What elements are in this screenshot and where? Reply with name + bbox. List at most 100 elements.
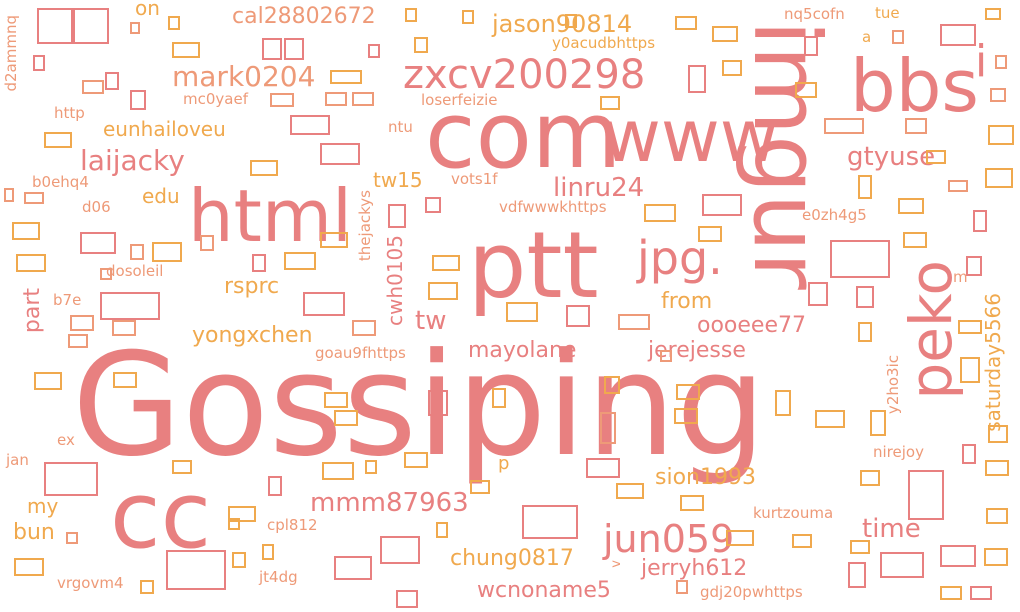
word-p: p (498, 453, 510, 474)
word-vdfwwwkhttps: vdfwwwkhttps (499, 198, 607, 216)
glyph-box (112, 320, 136, 336)
word-www: www (602, 94, 779, 178)
glyph-box (82, 80, 104, 94)
glyph-box (680, 495, 704, 511)
word-loserfeizie: loserfeizie (421, 91, 498, 109)
glyph-box (600, 412, 616, 444)
glyph-box (388, 204, 406, 228)
glyph-box (140, 580, 154, 594)
glyph-box (948, 180, 968, 192)
word-d06: d06 (82, 198, 111, 216)
word-tue: tue (875, 4, 900, 22)
glyph-box (712, 26, 738, 42)
glyph-box (962, 444, 976, 464)
glyph-box (908, 470, 944, 520)
glyph-box (80, 232, 116, 254)
glyph-box (166, 550, 226, 590)
glyph-box (795, 82, 817, 98)
word-gtyuse: gtyuse (847, 142, 936, 172)
word-nq5cofn: nq5cofn (784, 5, 845, 23)
word-jpg: jpg. (637, 231, 723, 285)
word-rsprc: rsprc (224, 274, 280, 299)
word-peko: peko (897, 260, 965, 400)
word-i: i (975, 36, 988, 87)
word-kurtzouma: kurtzouma (753, 504, 834, 522)
glyph-box (660, 350, 672, 362)
glyph-box (990, 88, 1006, 102)
glyph-box (775, 390, 791, 416)
glyph-box (726, 530, 754, 546)
word-part: part (20, 288, 45, 334)
word-e0zh4g5: e0zh4g5 (802, 206, 867, 224)
glyph-box (320, 232, 348, 248)
word-sion1993: sion1993 (655, 465, 756, 490)
glyph-box (322, 462, 354, 480)
glyph-box (113, 372, 137, 388)
glyph-box (303, 292, 345, 316)
glyph-box (804, 36, 818, 56)
glyph-box (130, 90, 146, 110)
word-a: a (862, 28, 872, 46)
word-cal28802672: cal28802672 (232, 4, 376, 29)
word-vrgovm4: vrgovm4 (57, 574, 124, 592)
glyph-box (262, 38, 282, 60)
word-jt4dg: jt4dg (259, 568, 298, 586)
glyph-box (66, 532, 78, 544)
word-gdj20pwhttps: gdj20pwhttps (700, 583, 803, 601)
glyph-box (970, 586, 992, 600)
word-laijacky: laijacky (80, 144, 185, 177)
glyph-box (37, 8, 73, 44)
word-linru24: linru24 (553, 173, 645, 203)
word-v: v (609, 560, 624, 568)
glyph-box (988, 425, 1008, 443)
glyph-box (960, 357, 980, 383)
glyph-box (988, 125, 1014, 145)
glyph-box (325, 92, 347, 106)
glyph-box (428, 282, 458, 300)
glyph-box (414, 37, 428, 53)
word-html: html (188, 174, 353, 258)
word-m: m (953, 268, 968, 286)
glyph-box (808, 282, 828, 306)
glyph-box (600, 96, 620, 110)
glyph-box (830, 240, 890, 278)
glyph-box (792, 534, 812, 548)
word-mmm87963: mmm87963 (310, 488, 469, 518)
glyph-box (270, 93, 294, 107)
glyph-box (70, 315, 94, 331)
glyph-box (130, 244, 144, 260)
glyph-box (14, 558, 44, 576)
word-y2ho3ic: y2ho3ic (884, 355, 902, 415)
glyph-box (100, 292, 160, 320)
word-tw15: tw15 (373, 168, 423, 192)
word-on: on (135, 0, 160, 20)
glyph-box (586, 458, 620, 478)
glyph-box (565, 14, 577, 28)
glyph-box (105, 72, 119, 90)
glyph-box (848, 562, 866, 588)
word-mark0204: mark0204 (172, 60, 316, 93)
glyph-box (973, 210, 987, 232)
word-jan: jan (6, 451, 29, 469)
word-wcnoname5: wcnoname5 (477, 578, 611, 603)
word-from: from (661, 289, 713, 314)
glyph-box (616, 483, 644, 499)
glyph-box (892, 30, 904, 44)
glyph-box (860, 470, 880, 486)
glyph-box (618, 314, 650, 330)
word-thejackys: thejackys (356, 190, 374, 262)
glyph-box (368, 44, 380, 58)
word-imgur: imgur (733, 20, 840, 290)
glyph-box (425, 197, 441, 213)
glyph-box (290, 115, 330, 135)
glyph-box (858, 322, 872, 342)
word-cpl812: cpl812 (267, 516, 318, 534)
glyph-box (604, 376, 620, 394)
word-jerejesse: jerejesse (648, 338, 746, 363)
glyph-box (898, 198, 924, 214)
glyph-box (228, 506, 256, 522)
glyph-box (404, 452, 428, 468)
glyph-box (926, 150, 946, 164)
glyph-box (984, 548, 1008, 566)
glyph-box (506, 302, 538, 322)
